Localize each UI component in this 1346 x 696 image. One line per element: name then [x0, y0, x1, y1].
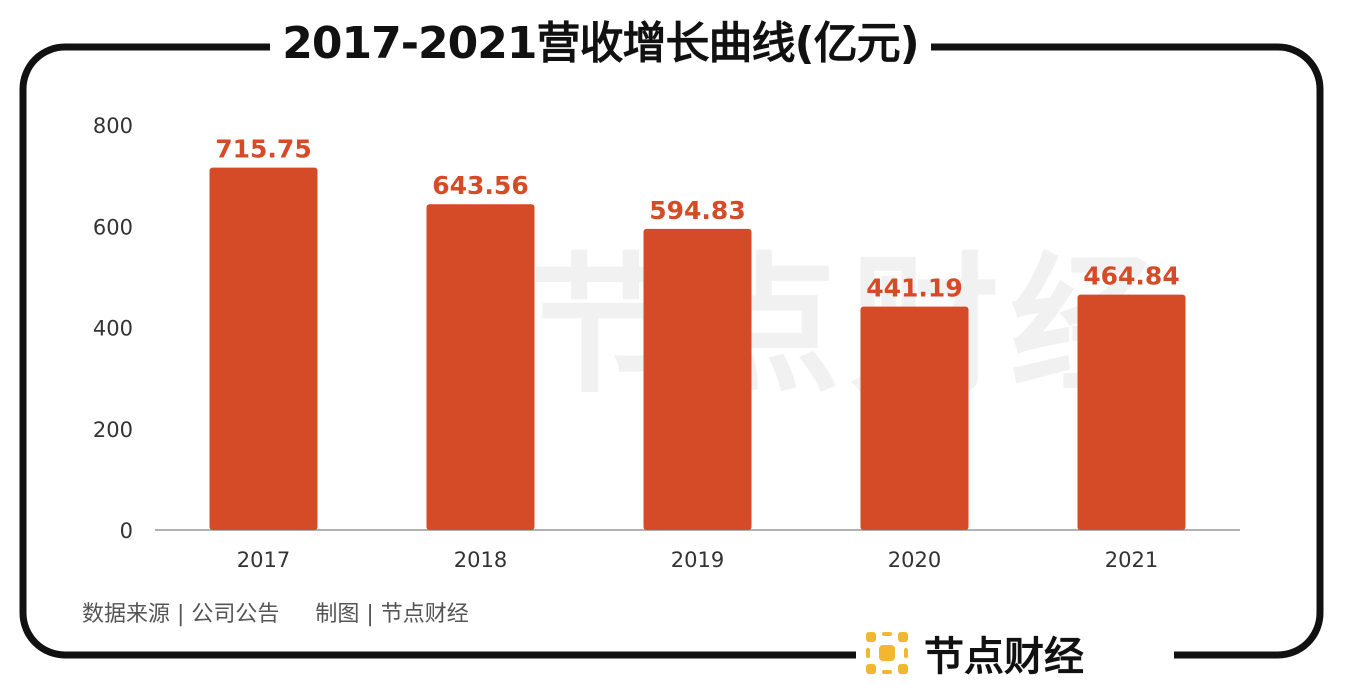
- x-tick-label: 2020: [888, 548, 941, 572]
- y-tick-label: 0: [120, 519, 133, 543]
- value-labels: 715.75 643.56 594.83 441.19 464.84: [215, 135, 1179, 303]
- bar-2018: [426, 204, 535, 530]
- chart-title-text: 2017-2021营收增长曲线(亿元): [270, 18, 931, 69]
- x-tick-label: 2019: [671, 548, 724, 572]
- chart-title: 2017-2021营收增长曲线(亿元): [0, 14, 1201, 74]
- made-by-label: 制图 | 节点财经: [315, 602, 469, 627]
- bar-2017: [209, 167, 318, 531]
- x-axis: 2017 2018 2019 2020 2021: [155, 529, 1240, 572]
- value-label: 441.19: [866, 274, 962, 303]
- x-tick-label: 2018: [454, 548, 507, 572]
- bars: [209, 167, 1186, 531]
- y-axis: 0 200 400 600 800: [93, 114, 133, 543]
- node-logo-icon: [866, 632, 908, 674]
- y-tick-label: 400: [93, 317, 133, 341]
- brand-logo: 节点财经: [856, 620, 1174, 686]
- value-label: 594.83: [649, 196, 745, 225]
- y-tick-label: 200: [93, 418, 133, 442]
- value-label: 464.84: [1083, 262, 1179, 291]
- source-note: 数据来源 | 公司公告 制图 | 节点财经: [82, 596, 469, 628]
- bar-2021: [1077, 294, 1186, 530]
- y-tick-label: 600: [93, 215, 133, 239]
- bar-2019: [643, 228, 752, 530]
- x-tick-label: 2017: [237, 548, 290, 572]
- value-label: 715.75: [215, 135, 311, 164]
- brand-name: 节点财经: [924, 634, 1084, 680]
- value-label: 643.56: [432, 171, 528, 200]
- x-tick-label: 2021: [1105, 548, 1158, 572]
- data-source-label: 数据来源 | 公司公告: [82, 602, 280, 627]
- bar-2020: [860, 306, 969, 530]
- y-tick-label: 800: [93, 114, 133, 138]
